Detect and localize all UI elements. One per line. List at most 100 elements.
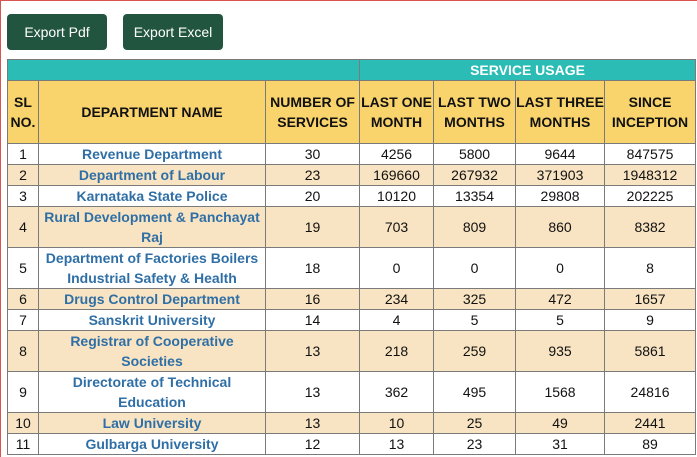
one-month-cell: 4 bbox=[359, 309, 435, 331]
inception-cell: 8382 bbox=[604, 206, 697, 248]
services-cell: 13 bbox=[264, 412, 361, 434]
three-months-cell: 860 bbox=[515, 206, 606, 248]
service-usage-table: SERVICE USAGE SL NO. DEPARTMENT NAME NUM… bbox=[6, 59, 697, 455]
col-sl-no: SL NO. bbox=[7, 80, 39, 144]
three-months-cell: 31 bbox=[515, 433, 606, 455]
department-link[interactable]: Law University bbox=[38, 412, 266, 434]
column-header-row: SL NO. DEPARTMENT NAME NUMBER OF SERVICE… bbox=[7, 80, 697, 144]
two-months-cell: 495 bbox=[433, 371, 517, 413]
one-month-cell: 13 bbox=[359, 433, 435, 455]
services-cell: 13 bbox=[264, 371, 361, 413]
export-excel-button[interactable]: Export Excel bbox=[123, 14, 223, 50]
table-row: 5 Department of Factories Boilers Indust… bbox=[7, 247, 697, 289]
one-month-cell: 362 bbox=[359, 371, 435, 413]
sl-no-cell: 4 bbox=[7, 206, 39, 248]
services-cell: 13 bbox=[264, 330, 361, 372]
department-link[interactable]: Karnataka State Police bbox=[38, 185, 266, 207]
table-row: 7 Sanskrit University 14 4 5 5 9 bbox=[7, 309, 697, 331]
services-cell: 23 bbox=[264, 164, 361, 186]
table-row: 10 Law University 13 10 25 49 2441 bbox=[7, 412, 697, 434]
col-last-two-months: LAST TWO MONTHS bbox=[433, 80, 517, 144]
inception-cell: 89 bbox=[604, 433, 697, 455]
inception-cell: 202225 bbox=[604, 185, 697, 207]
three-months-cell: 5 bbox=[515, 309, 606, 331]
one-month-cell: 10120 bbox=[359, 185, 435, 207]
department-link[interactable]: Department of Factories Boilers Industri… bbox=[38, 247, 266, 289]
services-cell: 19 bbox=[264, 206, 361, 248]
inception-cell: 2441 bbox=[604, 412, 697, 434]
department-link[interactable]: Drugs Control Department bbox=[38, 288, 266, 310]
department-link[interactable]: Department of Labour bbox=[38, 164, 266, 186]
two-months-cell: 809 bbox=[433, 206, 517, 248]
table-row: 3 Karnataka State Police 20 10120 13354 … bbox=[7, 185, 697, 207]
department-link[interactable]: Gulbarga University bbox=[38, 433, 266, 455]
two-months-cell: 325 bbox=[433, 288, 517, 310]
two-months-cell: 5 bbox=[433, 309, 517, 331]
sl-no-cell: 5 bbox=[7, 247, 39, 289]
two-months-cell: 0 bbox=[433, 247, 517, 289]
table-row: 8 Registrar of Cooperative Societies 13 … bbox=[7, 330, 697, 372]
inception-cell: 1948312 bbox=[604, 164, 697, 186]
col-number-of-services: NUMBER OF SERVICES bbox=[264, 80, 361, 144]
three-months-cell: 9644 bbox=[515, 143, 606, 165]
table-row: 6 Drugs Control Department 16 234 325 47… bbox=[7, 288, 697, 310]
inception-cell: 5861 bbox=[604, 330, 697, 372]
col-last-one-month: LAST ONE MONTH bbox=[359, 80, 435, 144]
sl-no-cell: 7 bbox=[7, 309, 39, 331]
one-month-cell: 0 bbox=[359, 247, 435, 289]
two-months-cell: 259 bbox=[433, 330, 517, 372]
inception-cell: 8 bbox=[604, 247, 697, 289]
services-cell: 20 bbox=[264, 185, 361, 207]
services-cell: 18 bbox=[264, 247, 361, 289]
services-cell: 12 bbox=[264, 433, 361, 455]
sl-no-cell: 9 bbox=[7, 371, 39, 413]
group-header-blank bbox=[6, 59, 361, 81]
col-since-inception: SINCE INCEPTION bbox=[604, 80, 697, 144]
department-link[interactable]: Revenue Department bbox=[38, 143, 266, 165]
services-cell: 14 bbox=[264, 309, 361, 331]
two-months-cell: 267932 bbox=[433, 164, 517, 186]
sl-no-cell: 3 bbox=[7, 185, 39, 207]
department-link[interactable]: Sanskrit University bbox=[38, 309, 266, 331]
inception-cell: 1657 bbox=[604, 288, 697, 310]
sl-no-cell: 10 bbox=[7, 412, 39, 434]
three-months-cell: 371903 bbox=[515, 164, 606, 186]
department-link[interactable]: Rural Development & Panchayat Raj bbox=[38, 206, 266, 248]
department-link[interactable]: Directorate of Technical Education bbox=[38, 371, 266, 413]
sl-no-cell: 11 bbox=[7, 433, 39, 455]
one-month-cell: 234 bbox=[359, 288, 435, 310]
two-months-cell: 23 bbox=[433, 433, 517, 455]
one-month-cell: 4256 bbox=[359, 143, 435, 165]
table-row: 9 Directorate of Technical Education 13 … bbox=[7, 371, 697, 413]
two-months-cell: 5800 bbox=[433, 143, 517, 165]
sl-no-cell: 8 bbox=[7, 330, 39, 372]
department-link[interactable]: Registrar of Cooperative Societies bbox=[38, 330, 266, 372]
inception-cell: 24816 bbox=[604, 371, 697, 413]
sl-no-cell: 6 bbox=[7, 288, 39, 310]
three-months-cell: 1568 bbox=[515, 371, 606, 413]
sl-no-cell: 1 bbox=[7, 143, 39, 165]
three-months-cell: 935 bbox=[515, 330, 606, 372]
group-header-row: SERVICE USAGE bbox=[6, 59, 697, 81]
two-months-cell: 13354 bbox=[433, 185, 517, 207]
col-last-three-months: LAST THREE MONTHS bbox=[515, 80, 606, 144]
three-months-cell: 49 bbox=[515, 412, 606, 434]
inception-cell: 9 bbox=[604, 309, 697, 331]
one-month-cell: 218 bbox=[359, 330, 435, 372]
three-months-cell: 29808 bbox=[515, 185, 606, 207]
col-department-name: DEPARTMENT NAME bbox=[38, 80, 266, 144]
one-month-cell: 703 bbox=[359, 206, 435, 248]
one-month-cell: 169660 bbox=[359, 164, 435, 186]
services-cell: 16 bbox=[264, 288, 361, 310]
services-cell: 30 bbox=[264, 143, 361, 165]
three-months-cell: 0 bbox=[515, 247, 606, 289]
table-row: 2 Department of Labour 23 169660 267932 … bbox=[7, 164, 697, 186]
service-usage-header: SERVICE USAGE bbox=[359, 59, 697, 81]
three-months-cell: 472 bbox=[515, 288, 606, 310]
two-months-cell: 25 bbox=[433, 412, 517, 434]
export-pdf-button[interactable]: Export Pdf bbox=[7, 14, 107, 50]
table-row: 4 Rural Development & Panchayat Raj 19 7… bbox=[7, 206, 697, 248]
inception-cell: 847575 bbox=[604, 143, 697, 165]
table-row: 11 Gulbarga University 12 13 23 31 89 bbox=[7, 433, 697, 455]
one-month-cell: 10 bbox=[359, 412, 435, 434]
